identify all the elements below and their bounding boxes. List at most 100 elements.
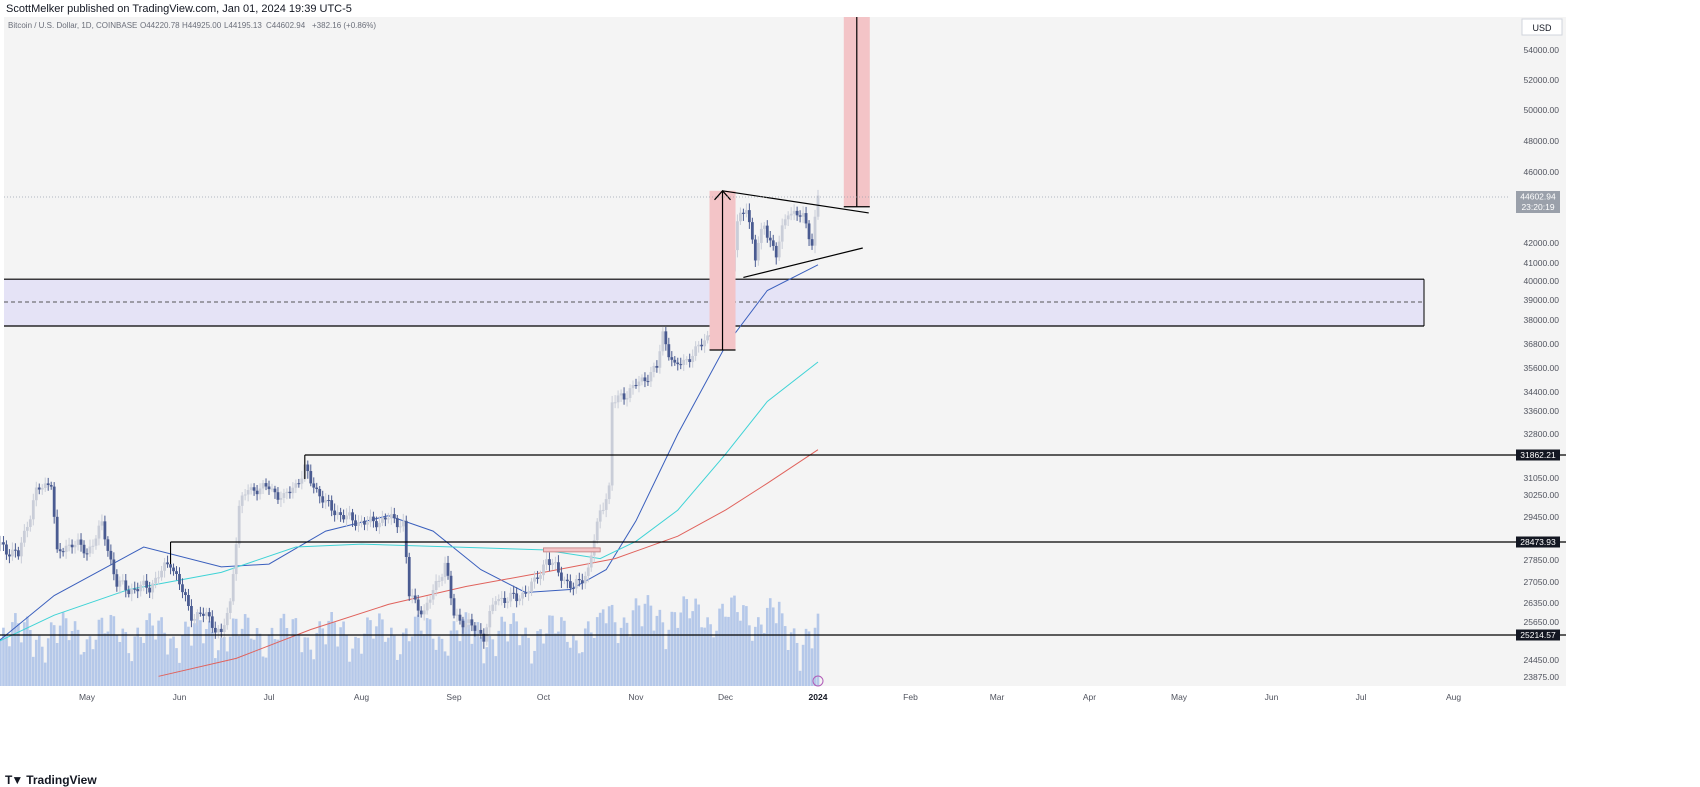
candle-body bbox=[482, 633, 486, 642]
candle-body bbox=[679, 364, 683, 366]
volume-bar bbox=[321, 628, 325, 686]
volume-bar bbox=[491, 639, 495, 686]
candle-body bbox=[279, 497, 283, 500]
volume-bar bbox=[118, 641, 122, 686]
time-tick-label: Apr bbox=[1083, 692, 1096, 702]
volume-bar bbox=[31, 656, 35, 686]
volume-bar bbox=[142, 642, 145, 686]
candle-body bbox=[160, 570, 163, 578]
moving-average-line bbox=[0, 361, 819, 642]
volume-bar bbox=[288, 636, 292, 686]
price-tick-label: 48000.00 bbox=[1524, 136, 1560, 146]
volume-bar bbox=[437, 636, 441, 686]
breakout-box bbox=[543, 547, 601, 553]
lightning-icon bbox=[812, 675, 824, 687]
candle-body bbox=[759, 228, 763, 243]
candle-body bbox=[190, 605, 193, 621]
volume-bar bbox=[691, 611, 694, 686]
candle-body bbox=[258, 488, 262, 495]
volume-bar bbox=[539, 629, 542, 686]
candle-body bbox=[431, 590, 435, 600]
volume-bar bbox=[100, 617, 104, 686]
drawings[interactable] bbox=[0, 17, 1566, 636]
ohlc-change: +382.16 (+0.86%) bbox=[312, 21, 376, 30]
candle-body bbox=[601, 509, 605, 511]
price-chart[interactable]: Bitcoin / U.S. Dollar, 1D, COINBASE O442… bbox=[0, 17, 1700, 752]
candle-body bbox=[154, 577, 158, 584]
volume-bar bbox=[652, 630, 656, 686]
volume-bar bbox=[813, 627, 817, 686]
candle-body bbox=[201, 613, 205, 616]
candle-body bbox=[655, 365, 659, 368]
volume-bar bbox=[11, 622, 14, 686]
candle-body bbox=[440, 577, 444, 581]
candle-body bbox=[366, 522, 369, 525]
candle-body bbox=[697, 344, 701, 347]
candle-body bbox=[175, 571, 178, 574]
volume-bar bbox=[127, 653, 131, 686]
volume-bar bbox=[106, 631, 110, 686]
candle-body bbox=[273, 488, 277, 493]
candle-body bbox=[213, 627, 217, 633]
volume-bar bbox=[482, 663, 486, 686]
candle-body bbox=[85, 553, 89, 555]
candle-body bbox=[736, 221, 739, 251]
candle-body bbox=[783, 219, 787, 226]
volume-bar bbox=[661, 622, 665, 686]
time-axis[interactable]: May Jun Jul Aug Sep Oct Nov Dec 2024 Feb Mar Apr May… bbox=[4, 675, 1566, 708]
volume-bar bbox=[166, 654, 169, 686]
volume-bar bbox=[17, 623, 20, 686]
volume-bar bbox=[243, 614, 247, 686]
price-tick-label: 32800.00 bbox=[1524, 429, 1560, 439]
volume-bar bbox=[425, 618, 429, 686]
candle-body bbox=[744, 210, 748, 214]
volume-bar bbox=[49, 622, 53, 686]
volume-bar bbox=[61, 612, 65, 686]
volume-bar bbox=[727, 616, 730, 686]
volume-bar bbox=[804, 628, 808, 686]
price-tick-label: 30250.00 bbox=[1524, 490, 1560, 500]
price-label-box bbox=[1516, 536, 1560, 548]
price-scale-background[interactable] bbox=[1510, 17, 1566, 686]
symbol-title: Bitcoin / U.S. Dollar, 1D, COINBASE bbox=[8, 21, 137, 30]
candle-body bbox=[512, 592, 516, 594]
volume-bar bbox=[533, 650, 536, 686]
volume-bar bbox=[476, 622, 480, 686]
candle-body bbox=[774, 245, 778, 258]
volume-bar bbox=[199, 620, 202, 686]
chart-area[interactable]: Bitcoin / U.S. Dollar, 1D, COINBASE O442… bbox=[0, 17, 1700, 752]
volume-bar bbox=[810, 648, 814, 686]
volume-bar bbox=[130, 661, 134, 686]
candle-body bbox=[452, 598, 456, 616]
candle-body bbox=[410, 595, 414, 597]
price-label-box bbox=[1516, 449, 1560, 461]
volume-bar bbox=[557, 631, 560, 686]
currency-box[interactable] bbox=[1521, 18, 1563, 36]
candle-body bbox=[249, 487, 253, 491]
ohlc-high: H44925.00 bbox=[182, 21, 222, 30]
volume-bar bbox=[82, 652, 86, 686]
volume-bar bbox=[736, 612, 739, 686]
candle-body bbox=[73, 544, 77, 548]
candle-body bbox=[133, 588, 137, 590]
price-tick-label: 24450.00 bbox=[1524, 655, 1560, 665]
volume-bar bbox=[721, 603, 724, 686]
price-axis[interactable]: 54000.00 52000.00 50000.00 48000.00 46000.00… bbox=[1516, 45, 1560, 682]
volume-bar bbox=[115, 635, 119, 686]
candle-body bbox=[616, 395, 620, 403]
volume-bar bbox=[718, 608, 721, 686]
candle-body bbox=[210, 616, 214, 628]
volume-bar bbox=[649, 605, 653, 686]
candle-body bbox=[470, 619, 474, 626]
volume-bar bbox=[446, 655, 450, 686]
price-label-box bbox=[1516, 629, 1560, 641]
candle-body bbox=[342, 515, 345, 520]
volume-bar bbox=[151, 625, 154, 686]
candle-body bbox=[742, 212, 745, 214]
candle-body bbox=[193, 618, 196, 621]
candle-body bbox=[52, 486, 56, 517]
candle-body bbox=[694, 346, 698, 356]
volume-bar bbox=[360, 653, 363, 686]
volume-bar bbox=[67, 640, 71, 686]
candle-body bbox=[234, 544, 238, 575]
